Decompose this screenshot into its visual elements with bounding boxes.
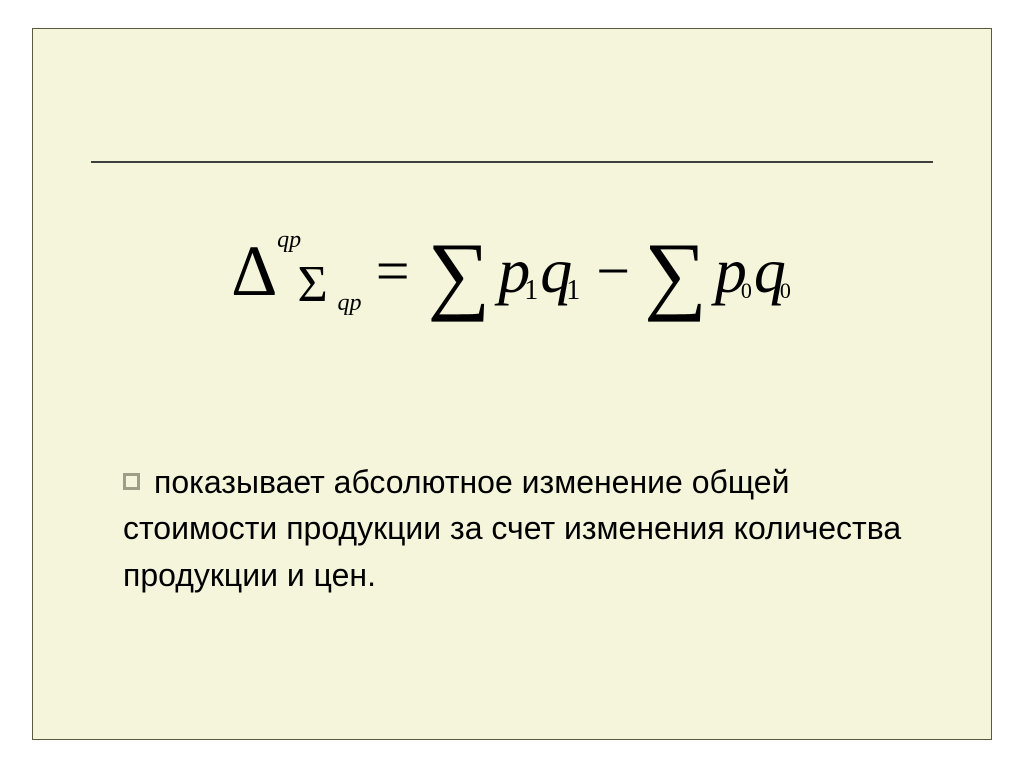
minus-sign: − (596, 237, 630, 306)
slide-outer: Δ qp Σ qp = ∑ p 1 q 1 − ∑ p 0 q 0 (0, 0, 1024, 768)
horizontal-rule (91, 161, 933, 163)
sigma-small-symbol: Σ (297, 256, 327, 313)
sub-p0: 0 (741, 278, 752, 304)
sigma-small-subscript: qp (337, 290, 361, 317)
sub-p1: 1 (524, 275, 538, 307)
delta-symbol: Δ (231, 231, 277, 311)
body-text-block: показывает абсолютное изменение общей ст… (123, 459, 921, 598)
delta-superscript: qp (277, 227, 301, 254)
sigma-big-2: ∑ (644, 231, 707, 319)
bullet-square-icon (123, 473, 140, 490)
body-text: показывает абсолютное изменение общей ст… (123, 464, 901, 593)
formula-equation: Δ qp Σ qp = ∑ p 1 q 1 − ∑ p 0 q 0 (33, 227, 991, 315)
equals-sign: = (376, 237, 410, 306)
sub-q1: 1 (566, 275, 580, 307)
slide-inner: Δ qp Σ qp = ∑ p 1 q 1 − ∑ p 0 q 0 (32, 28, 992, 740)
delta-symbol-block: Δ qp (231, 235, 277, 307)
sub-q0: 0 (780, 278, 791, 304)
sigma-big-1: ∑ (428, 231, 491, 319)
sigma-small-block: Σ qp (297, 259, 327, 311)
